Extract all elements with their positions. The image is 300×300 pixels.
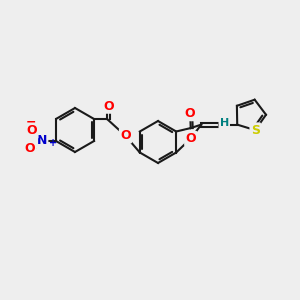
Text: −: −	[26, 115, 36, 128]
Text: O: O	[185, 107, 196, 120]
Text: O: O	[27, 124, 37, 137]
Text: S: S	[251, 124, 260, 136]
Text: O: O	[120, 129, 131, 142]
Text: N: N	[37, 134, 47, 148]
Text: H: H	[220, 118, 229, 128]
Text: O: O	[25, 142, 35, 155]
Text: +: +	[49, 138, 57, 148]
Text: O: O	[185, 132, 196, 145]
Text: O: O	[104, 100, 114, 112]
